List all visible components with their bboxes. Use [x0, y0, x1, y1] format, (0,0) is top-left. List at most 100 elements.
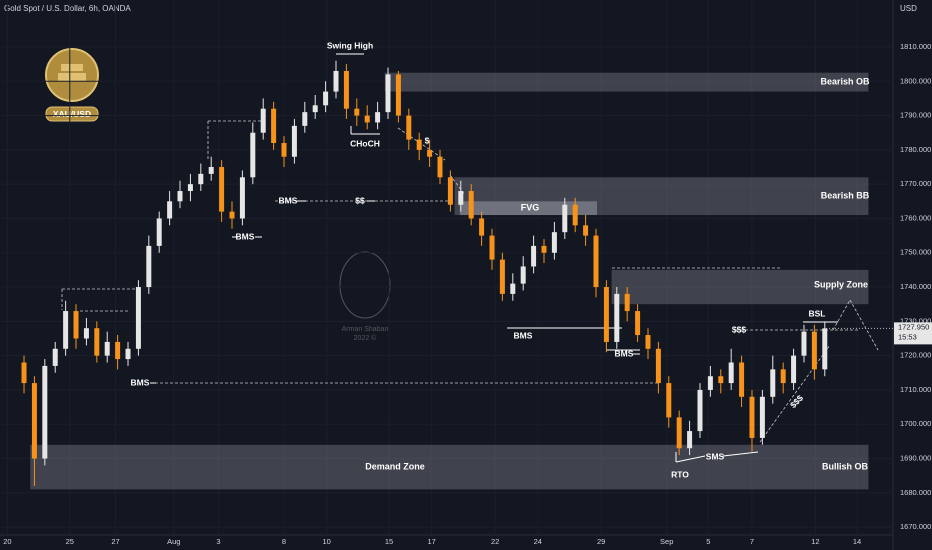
- x-tick-label: Sep: [660, 537, 673, 546]
- candle-body: [697, 389, 703, 432]
- candle-body: [510, 283, 516, 294]
- zone-label: Bearish BB: [821, 191, 870, 201]
- candle-body: [603, 287, 609, 342]
- candle-body: [437, 156, 443, 178]
- y-tick-label: 1730.000: [900, 316, 931, 325]
- y-tick-label: 1780.000: [900, 145, 931, 154]
- badge-icon: [61, 64, 83, 71]
- candle-body: [260, 108, 266, 133]
- guide-line: [849, 299, 879, 351]
- guide-line: [397, 127, 446, 161]
- candle-body: [822, 328, 828, 370]
- candle-body: [468, 191, 474, 219]
- candle-body: [291, 125, 297, 157]
- candle-body: [63, 311, 69, 349]
- candle-body: [416, 139, 422, 150]
- candle-body: [718, 376, 724, 384]
- candle-body: [666, 383, 672, 418]
- y-tick-label: 1750.000: [900, 248, 931, 257]
- y-tick-label: 1810.000: [900, 42, 931, 51]
- candle-body: [749, 396, 755, 438]
- zone-label: FVG: [521, 203, 540, 213]
- candle-body: [791, 355, 797, 384]
- candle-body: [499, 259, 505, 294]
- candle-body: [239, 177, 245, 219]
- y-tick-label: 1680.000: [900, 488, 931, 497]
- candle-body: [739, 362, 745, 397]
- currency: USD: [900, 4, 917, 13]
- candle-body: [770, 369, 776, 397]
- candle-body: [354, 108, 360, 116]
- y-tick-label: 1800.000: [900, 76, 931, 85]
- badge-label: XAU/USD: [53, 109, 91, 119]
- candle-body: [479, 218, 485, 236]
- candle-body: [219, 167, 225, 212]
- zone-label: Supply Zone: [814, 279, 868, 289]
- guide-line: [832, 299, 851, 331]
- y-tick-label: 1720.000: [900, 351, 931, 360]
- x-tick-label: 14: [853, 537, 861, 546]
- candle-body: [281, 143, 287, 157]
- x-tick-label: 12: [811, 537, 819, 546]
- y-tick-label: 1770.000: [900, 179, 931, 188]
- candle-body: [52, 348, 58, 366]
- candle-body: [21, 362, 27, 384]
- candle-body: [187, 184, 193, 192]
- annotation: $$: [355, 195, 365, 205]
- candle-body: [343, 70, 349, 109]
- x-tick-label: 29: [597, 537, 605, 546]
- candle-body: [312, 105, 318, 113]
- candle-body: [676, 417, 682, 449]
- badge: XAU/USD: [45, 48, 99, 122]
- watermark-head: [339, 251, 391, 319]
- candle-body: [229, 211, 235, 219]
- watermark: Arman Shaban 2022 ©: [339, 251, 391, 342]
- candle-body: [385, 74, 391, 113]
- watermark-text: Arman Shaban: [342, 326, 389, 333]
- candle-body: [614, 293, 620, 342]
- candle-body: [707, 376, 713, 390]
- candle-body: [323, 91, 329, 106]
- candle-body: [125, 348, 131, 360]
- y-tick-label: 1790.000: [900, 111, 931, 120]
- zone: [611, 269, 869, 305]
- candle-body: [687, 431, 693, 449]
- zone: [384, 72, 869, 92]
- annotation: BMS: [236, 231, 255, 241]
- candle-body: [406, 115, 412, 140]
- candle-body: [541, 245, 547, 253]
- annotation: BMS: [131, 377, 150, 387]
- chart-title: Gold Spot / U.S. Dollar, 6h, OANDA: [4, 4, 131, 13]
- annotation: BSL: [809, 308, 826, 318]
- candle-body: [208, 167, 214, 174]
- zone-label: Bearish OB: [820, 77, 870, 87]
- price-tag-label: 1727.950: [898, 322, 929, 331]
- price-tag: [894, 322, 932, 345]
- candle-body: [395, 74, 401, 116]
- candle-body: [104, 341, 110, 356]
- candle-body: [780, 369, 786, 384]
- x-tick-label: 10: [322, 537, 330, 546]
- candle-body: [31, 383, 37, 459]
- x-tick-label: 25: [66, 537, 74, 546]
- candle-body: [551, 232, 557, 253]
- annotation: BMS: [615, 348, 634, 358]
- candle-body: [635, 311, 641, 336]
- zone: [30, 444, 869, 490]
- candle-body: [593, 235, 599, 288]
- x-tick-label: 3: [216, 537, 220, 546]
- candle-body: [94, 328, 100, 356]
- candle-body: [333, 70, 339, 92]
- annotation: CHoCH: [350, 138, 380, 148]
- candle-body: [562, 204, 568, 233]
- candle-body: [801, 331, 807, 356]
- guide-line: [722, 451, 759, 457]
- candle-body: [271, 108, 277, 144]
- candle-body: [177, 191, 183, 202]
- candle-body: [198, 173, 204, 185]
- x-tick-label: 17: [428, 537, 436, 546]
- candle-body: [458, 191, 464, 205]
- annotation: Bullish OB: [822, 461, 869, 471]
- candle-body: [427, 149, 433, 157]
